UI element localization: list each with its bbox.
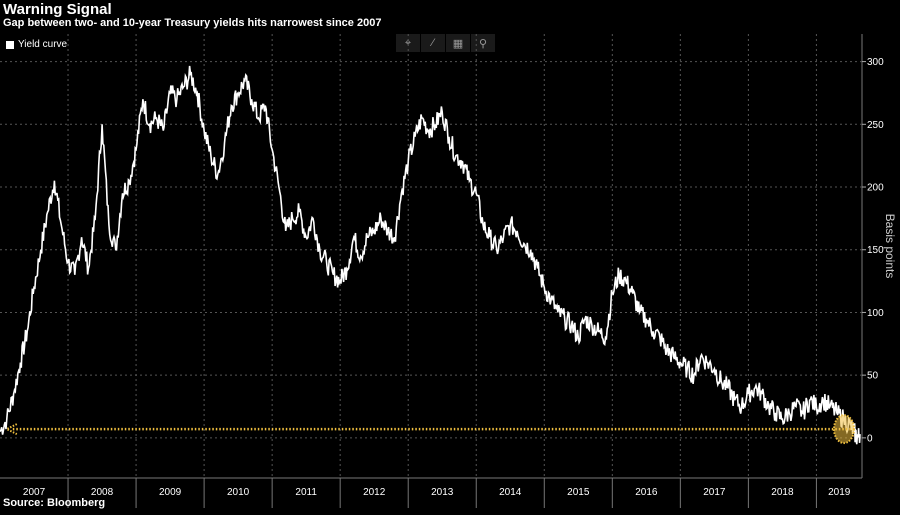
annotations (4, 414, 856, 445)
y-tick-label: 100 (867, 308, 884, 319)
x-axis-ticks: 2007 2008 2009 2010 2011 2012 2013 2014 2015 2016… (23, 487, 851, 498)
legend-swatch (6, 40, 14, 49)
x-tick-label: 2017 (703, 487, 726, 498)
y-tick-label: 250 (867, 120, 884, 131)
highlight-ellipse (833, 414, 855, 445)
x-tick-label: 2010 (227, 487, 250, 498)
source-note: Source: Bloomberg (3, 497, 106, 509)
zoom-icon[interactable]: ⚲ (478, 37, 488, 50)
chart-title: Warning Signal (3, 1, 112, 18)
x-tick-label: 2008 (91, 487, 114, 498)
y-tick-label: 200 (867, 183, 884, 194)
y-tick-label: 0 (867, 433, 873, 444)
x-tick-label: 2011 (295, 487, 317, 498)
x-tick-label: 2009 (159, 487, 182, 498)
legend-label: Yield curve (18, 39, 68, 50)
y-axis-ticks: 0 50 100 150 200 250 300 (867, 57, 884, 444)
grid (0, 34, 866, 508)
x-tick-label: 2019 (828, 487, 851, 498)
x-tick-label: 2012 (363, 487, 386, 498)
y-axis-label: Basis points (883, 214, 897, 279)
palette-icon[interactable]: ▦ (446, 34, 471, 52)
x-tick-label: 2016 (635, 487, 658, 498)
x-tick-label: 2007 (23, 487, 46, 498)
x-tick-label: 2014 (499, 487, 522, 498)
x-tick-label: 2018 (771, 487, 794, 498)
chart-toolbar: ⌖ ⁄ ▦ ⚲ (396, 34, 495, 52)
x-tick-label: 2013 (431, 487, 454, 498)
x-tick-label: 2015 (567, 487, 590, 498)
legend: Yield curve (6, 39, 67, 50)
y-tick-label: 50 (867, 371, 879, 382)
arrow-head-icon (4, 423, 18, 435)
crosshair-icon[interactable]: ⌖ (396, 34, 421, 52)
draw-line-icon[interactable]: ⁄ (421, 34, 446, 52)
yield-curve-line (0, 65, 861, 445)
y-tick-label: 300 (867, 57, 884, 68)
chart-subtitle: Gap between two- and 10-year Treasury yi… (3, 17, 382, 29)
y-tick-label: 150 (867, 245, 884, 256)
